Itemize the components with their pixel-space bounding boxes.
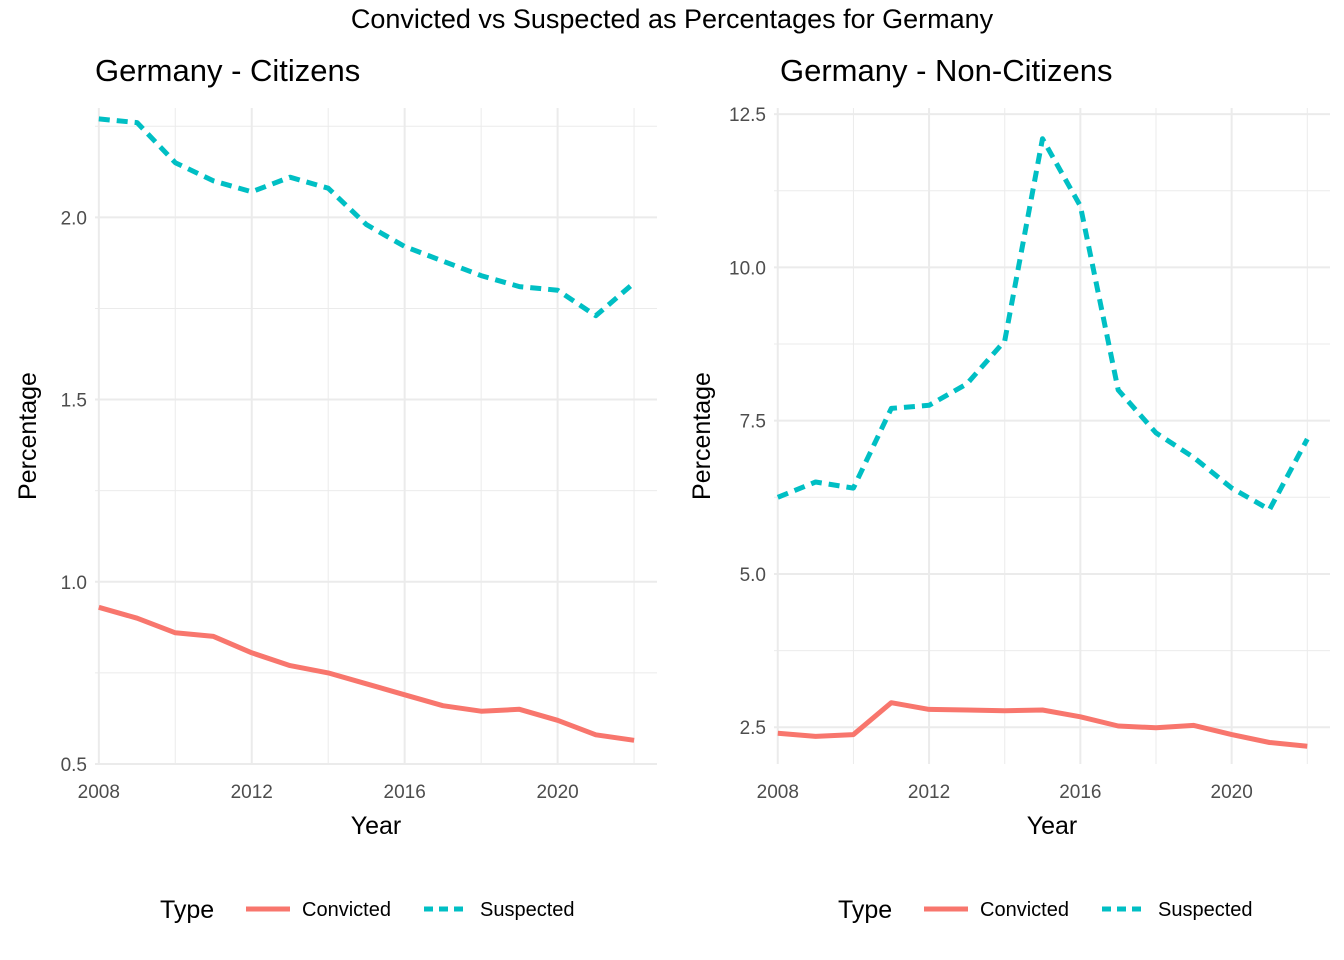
x-tick-label: 2008 xyxy=(78,782,120,803)
x-axis-title: Year xyxy=(1027,812,1078,840)
legend-label: Suspected xyxy=(480,899,575,921)
y-tick-label: 2.5 xyxy=(740,718,766,739)
x-tick-label: 2012 xyxy=(908,782,950,803)
panel-non-citizens: 2008 2012 2016 2020 2.5 5.0 7.5 10.0 12.5 Germany… xyxy=(688,53,1330,924)
chart-main-title: Convicted vs Suspected as Percentages fo… xyxy=(350,4,994,34)
series-line-suspected xyxy=(98,116,636,319)
y-axis-title: Percentage xyxy=(688,372,716,500)
x-tick-label: 2012 xyxy=(231,782,273,803)
legend-label: Suspected xyxy=(1158,899,1253,921)
panel-title: Germany - Citizens xyxy=(95,53,360,88)
y-tick-label: 10.0 xyxy=(729,258,766,279)
x-tick-label: 2020 xyxy=(1211,782,1253,803)
y-tick-label: 0.5 xyxy=(61,755,87,776)
y-tick-label: 1.5 xyxy=(61,391,87,412)
y-tick-label: 5.0 xyxy=(740,565,766,586)
series-line-suspected xyxy=(776,136,1310,513)
y-tick-label: 7.5 xyxy=(740,412,766,433)
x-axis-title: Year xyxy=(351,812,402,840)
y-axis-title: Percentage xyxy=(14,372,42,500)
series-line-convicted xyxy=(777,700,1308,749)
legend-title: Type xyxy=(160,896,214,924)
x-tick-label: 2016 xyxy=(384,782,426,803)
series-line-convicted xyxy=(98,604,635,743)
x-tick-label: 2020 xyxy=(536,782,578,803)
y-tick-label: 2.0 xyxy=(61,208,87,229)
x-tick-label: 2008 xyxy=(757,782,799,803)
legend-label: Convicted xyxy=(302,899,391,921)
legend-label: Convicted xyxy=(980,899,1069,921)
legend-title: Type xyxy=(838,896,892,924)
y-tick-label: 1.0 xyxy=(61,573,87,594)
x-tick-label: 2016 xyxy=(1059,782,1101,803)
panel-title: Germany - Non-Citizens xyxy=(780,53,1112,88)
y-tick-label: 12.5 xyxy=(729,105,766,126)
panel-citizens: 2008 2012 2016 2020 0.5 1.0 1.5 2.0 Germany - Ci… xyxy=(14,53,657,924)
